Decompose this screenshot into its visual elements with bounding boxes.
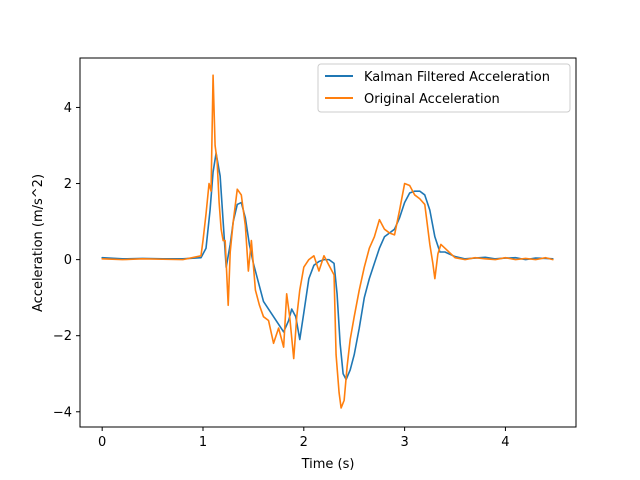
y-tick-label: −4 — [53, 405, 72, 420]
legend-label-original: Original Acceleration — [364, 92, 500, 107]
y-axis: −4 −2 0 2 4 — [53, 101, 80, 420]
x-tick-label: 4 — [501, 435, 509, 450]
x-tick-label: 0 — [98, 435, 106, 450]
axes-border — [79, 57, 577, 428]
y-tick-label: 2 — [64, 177, 72, 192]
y-axis-label: Acceleration (m/s^2) — [31, 174, 46, 312]
y-tick-label: 4 — [64, 101, 72, 116]
y-tick-label: 0 — [64, 253, 72, 268]
x-axis-label: Time (s) — [301, 457, 355, 472]
plot-area — [101, 74, 554, 409]
original-acceleration-line — [101, 74, 554, 409]
legend-frame — [317, 63, 571, 113]
x-tick-label: 3 — [400, 435, 408, 450]
x-tick-label: 2 — [300, 435, 308, 450]
axes-frame — [79, 57, 577, 428]
x-axis: 0 1 2 3 4 — [98, 427, 510, 450]
legend: Kalman Filtered Acceleration Original Ac… — [317, 63, 571, 113]
y-tick-label: −2 — [53, 329, 72, 344]
legend-label-kalman: Kalman Filtered Acceleration — [364, 70, 550, 85]
x-tick-label: 1 — [199, 435, 207, 450]
